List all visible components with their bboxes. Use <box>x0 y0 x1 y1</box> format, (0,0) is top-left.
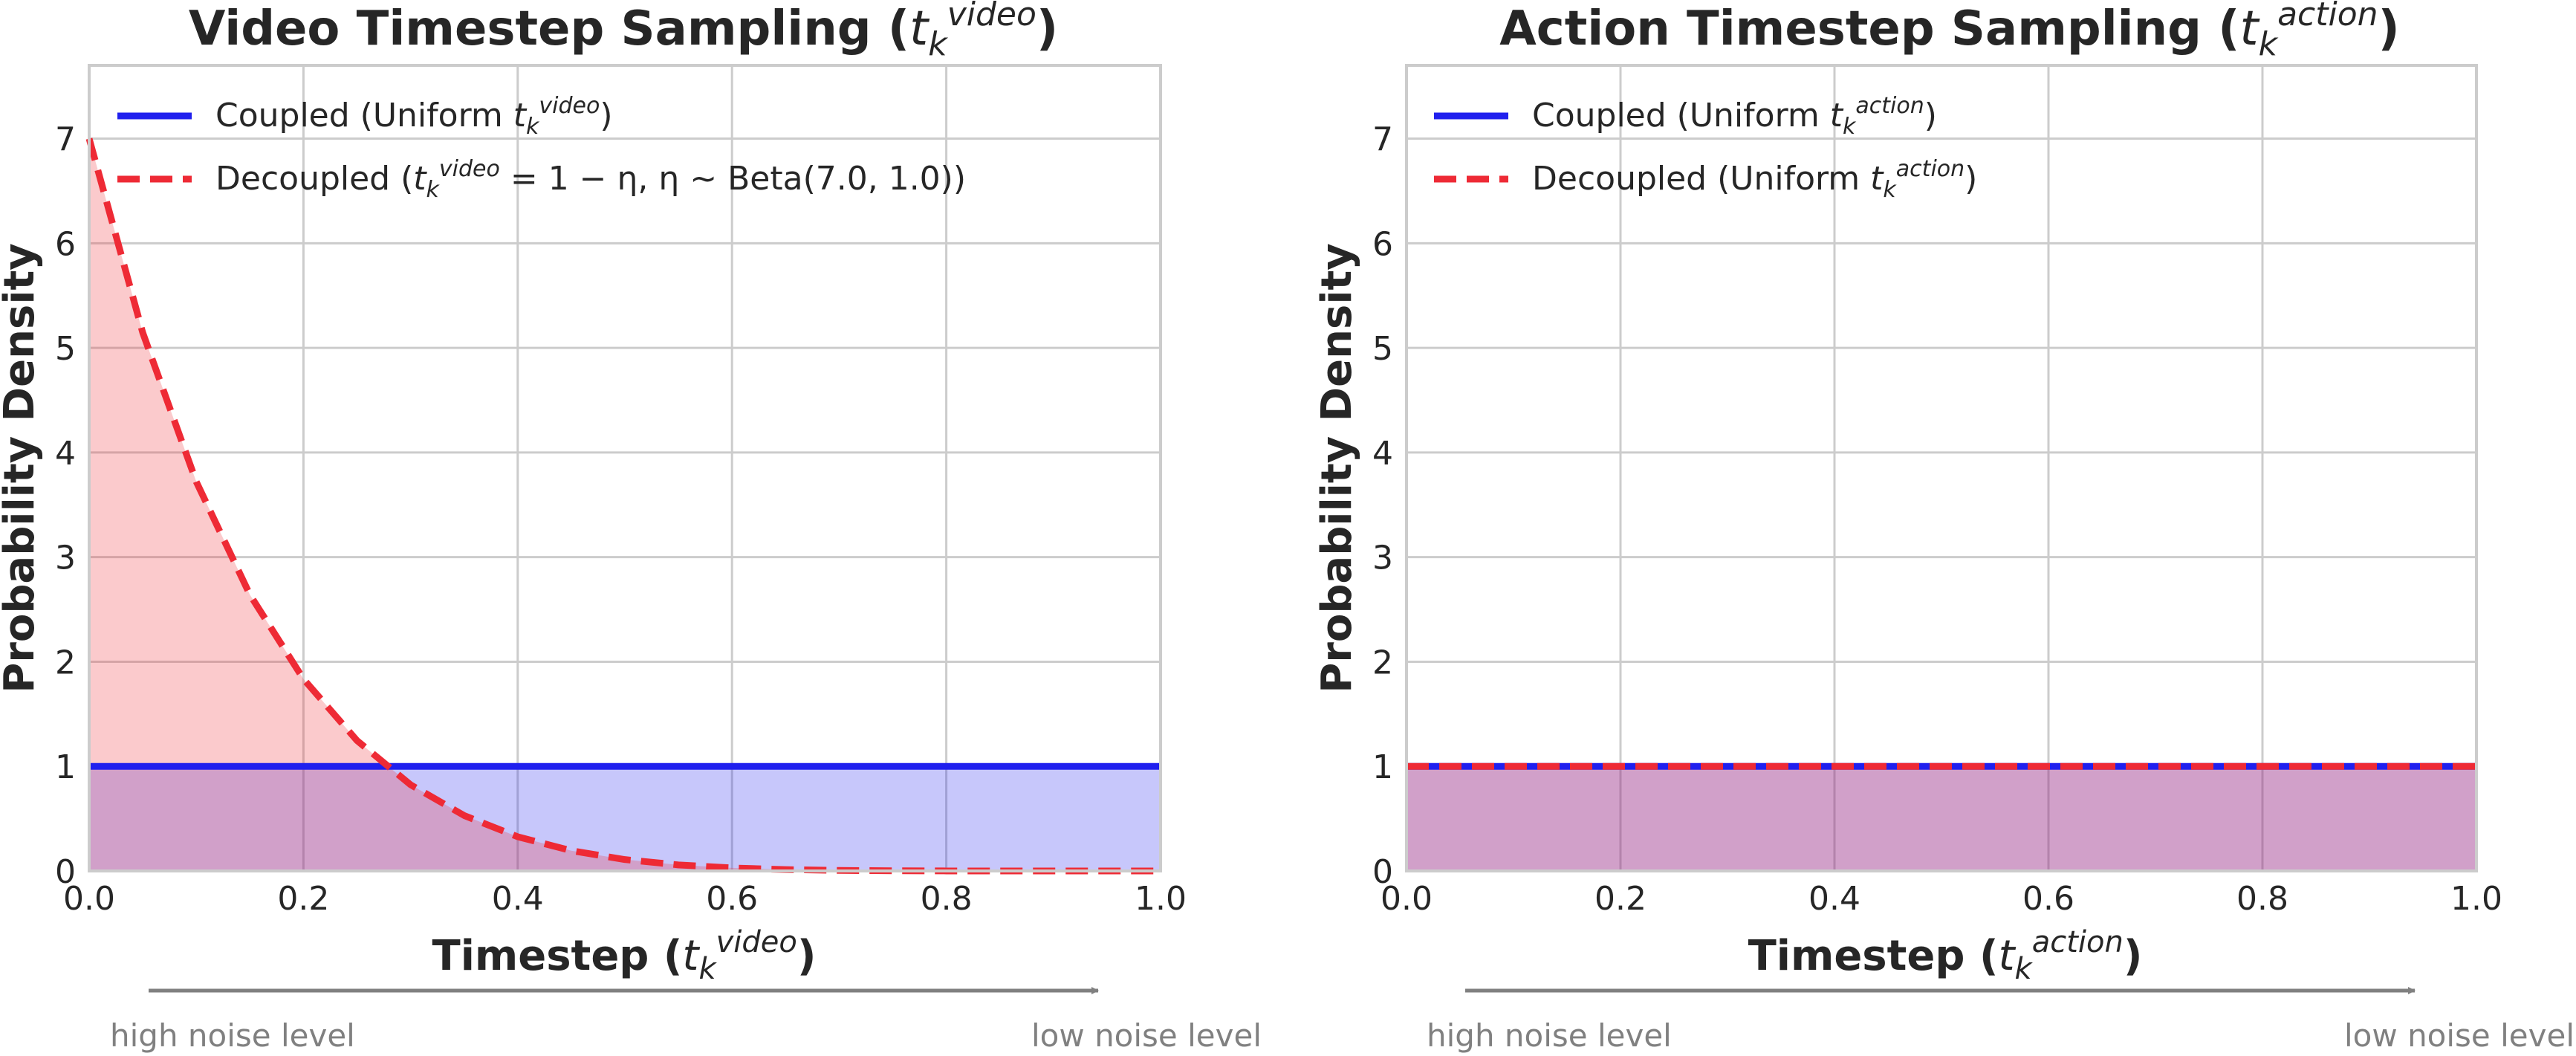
x-tick-label: 1.0 <box>1135 880 1187 918</box>
y-tick-label: 3 <box>55 540 76 577</box>
x-tick-label: 0.6 <box>2022 880 2074 918</box>
legend-label-decoupled: Decoupled (Uniform tkaction) <box>1532 156 1977 203</box>
x-axis-label: Timestep (tkvideo) <box>432 925 817 986</box>
action-timestep-chart: Action Timestep Sampling (tkaction) 0.0 0… <box>1313 0 2575 1054</box>
y-tick-label: 5 <box>1372 330 1393 368</box>
plot-area: 0.0 0.2 0.4 0.6 0.8 1.0 0 1 2 3 4 5 6 7 <box>1372 64 2502 918</box>
high-noise-label: high noise level <box>1427 1017 1672 1054</box>
x-tick-label: 0.0 <box>1381 880 1433 918</box>
series-fill-1 <box>89 138 1161 871</box>
y-tick-label: 7 <box>1372 121 1393 159</box>
chart-title: Action Timestep Sampling (tkaction) <box>1499 0 2400 63</box>
y-tick-label: 1 <box>55 748 76 786</box>
y-tick-label: 2 <box>1372 644 1393 681</box>
x-tick-label: 0.8 <box>2236 880 2288 918</box>
x-tick-label: 0.4 <box>492 880 544 918</box>
y-tick-label: 4 <box>1372 435 1393 473</box>
legend-label-coupled: Coupled (Uniform tkvideo) <box>215 93 613 140</box>
x-tick-label: 1.0 <box>2450 880 2502 918</box>
y-tick-label: 6 <box>55 225 76 263</box>
low-noise-label: low noise level <box>1031 1017 1262 1054</box>
y-tick-label: 2 <box>55 644 76 681</box>
chart-title: Video Timestep Sampling (tkvideo) <box>189 0 1058 63</box>
y-tick-label: 4 <box>55 435 76 473</box>
x-tick-label: 0.4 <box>1808 880 1860 918</box>
legend-label-coupled: Coupled (Uniform tkaction) <box>1532 93 1937 140</box>
y-tick-label: 0 <box>1372 853 1393 891</box>
y-tick-label: 5 <box>55 330 76 368</box>
video-timestep-chart: Video Timestep Sampling (tkvideo) 0.0 0.2… <box>0 0 1262 1054</box>
y-tick-label: 7 <box>55 121 76 159</box>
x-axis-label: Timestep (tkaction) <box>1748 925 2143 986</box>
y-tick-label: 0 <box>55 853 76 891</box>
series-fill-0 <box>89 766 1161 871</box>
y-tick-label: 6 <box>1372 225 1393 263</box>
y-axis-label: Probability Density <box>0 243 44 693</box>
plot-frame <box>1405 64 2478 872</box>
high-noise-label: high noise level <box>110 1017 355 1054</box>
x-tick-label: 0.8 <box>921 880 973 918</box>
legend-label-decoupled: Decoupled (tkvideo = 1 − η, η ~ Beta(7.0… <box>215 156 966 203</box>
plot-frame <box>88 64 1162 872</box>
y-axis-label: Probability Density <box>1313 243 1361 693</box>
series-fill-0 <box>1407 766 2476 871</box>
legend: Coupled (Uniform tkaction) Decoupled (Un… <box>1434 93 1977 203</box>
plot-area: 0.0 0.2 0.4 0.6 0.8 1.0 0 1 2 3 4 5 6 7 <box>55 64 1187 918</box>
x-tick-label: 0.0 <box>63 880 115 918</box>
legend: Coupled (Uniform tkvideo) Decoupled (tkv… <box>117 93 966 203</box>
x-tick-label: 0.2 <box>277 880 329 918</box>
x-tick-label: 0.6 <box>706 880 758 918</box>
series-fill-1 <box>1407 766 2476 871</box>
y-tick-label: 3 <box>1372 540 1393 577</box>
x-tick-label: 0.2 <box>1594 880 1647 918</box>
y-tick-label: 1 <box>1372 748 1393 786</box>
low-noise-label: low noise level <box>2344 1017 2575 1054</box>
